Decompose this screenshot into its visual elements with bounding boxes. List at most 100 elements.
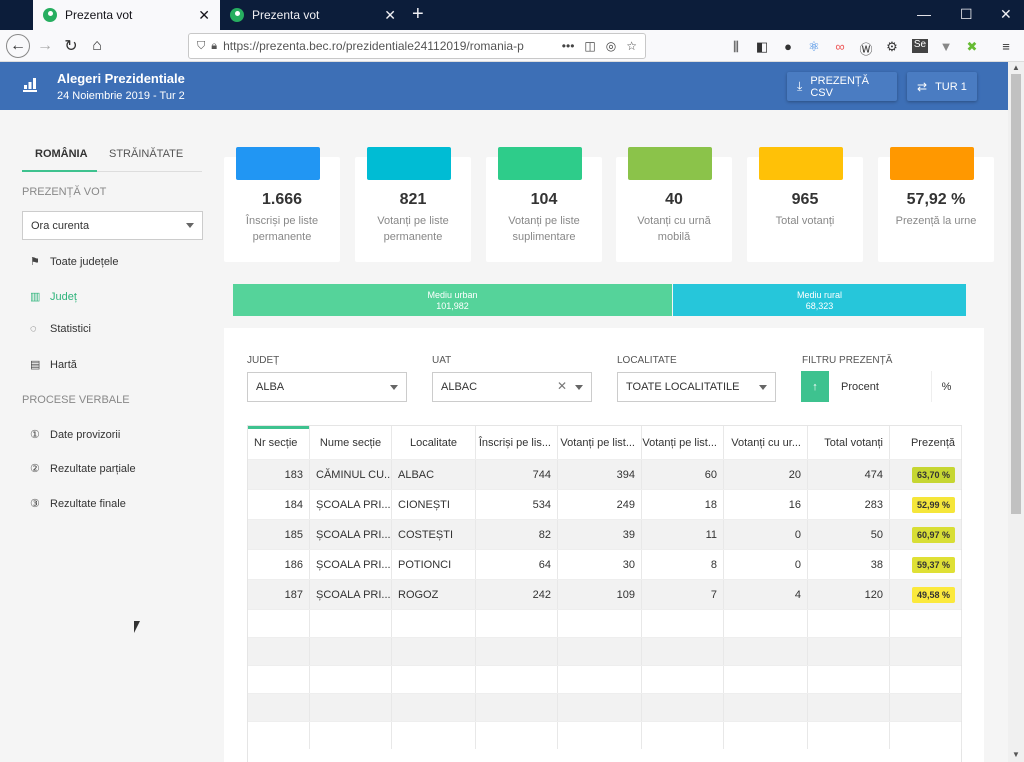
maximize-button[interactable]: ☐	[960, 6, 973, 22]
browser-tab-inactive[interactable]: Prezenta vot ✕	[220, 0, 406, 30]
cell-inscrisi: 64	[476, 550, 558, 579]
menu-icon[interactable]: ≡	[1002, 39, 1010, 54]
cell-nume: ȘCOALA PRI...	[310, 490, 392, 519]
empty-cell	[808, 694, 890, 721]
sidebar-item-toate-judetele[interactable]: ⚑ Toate județele	[30, 255, 119, 269]
url-bar[interactable]: ⛉ 🔒︎ https://prezenta.bec.ro/prezidentia…	[188, 33, 646, 59]
judet-select[interactable]: ALBA	[247, 372, 407, 402]
vue-devtools-icon[interactable]: ▼	[939, 39, 953, 54]
tab-romania[interactable]: ROMÂNIA	[35, 148, 88, 160]
procent-input[interactable]: Procent	[829, 371, 932, 402]
app-header: Alegeri Prezidentiale 24 Noiembrie 2019 …	[0, 62, 1008, 110]
reload-button[interactable]: ↻	[64, 38, 78, 55]
table-row[interactable]: 184 ȘCOALA PRI... CIONEȘTI 534 249 18 16 283 52,…	[248, 489, 962, 519]
empty-cell	[310, 638, 392, 665]
uat-select[interactable]: ALBAC ✕	[432, 372, 592, 402]
stat-label: Votanți pe liste suplimentare	[508, 215, 580, 243]
filtru-prezenta-label: FILTRU PREZENȚĂ	[802, 355, 893, 366]
download-icon: ⤓	[797, 79, 803, 93]
column-header[interactable]: Localitate	[392, 426, 476, 459]
arrow-up-icon: ↑	[812, 380, 818, 393]
home-button[interactable]: ⌂	[92, 37, 102, 54]
minimize-button[interactable]: —	[917, 6, 931, 22]
window-close-button[interactable]: ✕	[1000, 6, 1012, 22]
scroll-down-icon[interactable]: ▼	[1012, 750, 1020, 759]
column-header[interactable]: Votanți pe list...	[642, 426, 724, 459]
glasses-extension-icon[interactable]: ∞	[835, 39, 845, 54]
sidebar-item-rezultate-partiale[interactable]: ② Rezultate parțiale	[30, 462, 136, 476]
selenium-icon[interactable]: Se	[912, 39, 928, 53]
favicon-icon	[230, 8, 244, 22]
browser-nav-bar: ← → ↻ ⌂ ⛉ 🔒︎ https://prezenta.bec.ro/pre…	[0, 30, 1024, 62]
map-icon: ▤	[30, 359, 41, 371]
empty-cell	[476, 694, 558, 721]
react-devtools-icon[interactable]: ⚛	[808, 39, 820, 54]
cell-nume: ȘCOALA PRI...	[310, 520, 392, 549]
cell-nume: CĂMINUL CU...	[310, 460, 392, 489]
back-button[interactable]: ←	[6, 34, 30, 58]
empty-table-row	[248, 693, 962, 721]
column-header[interactable]: Nume secție	[310, 426, 392, 459]
sort-direction-button[interactable]: ↑	[801, 371, 829, 402]
prezenta-csv-button[interactable]: ⤓ PREZENȚĂ CSV	[787, 72, 897, 101]
sidebar-item-date-provizorii[interactable]: ① Date provizorii	[30, 428, 121, 442]
puzzle-extension-icon[interactable]: ✖	[966, 39, 978, 54]
pocket-icon[interactable]: ◫	[584, 39, 596, 53]
sidebar-icon[interactable]: ◧	[755, 39, 769, 54]
tab-close-icon[interactable]: ✕	[198, 6, 210, 23]
forward-button[interactable]: →	[37, 37, 53, 54]
wappalyzer-icon[interactable]: Ⓦ	[859, 42, 873, 57]
sidebar-item-judet[interactable]: ▥ Județ	[30, 290, 77, 304]
app-title: Alegeri Prezidentiale	[57, 71, 185, 86]
table-row[interactable]: 186 ȘCOALA PRI... POTIONCI 64 30 8 0 38 59,37 %	[248, 549, 962, 579]
mediu-rural-value: 68,323	[805, 301, 834, 311]
ora-select[interactable]: Ora curenta	[22, 211, 203, 240]
cell-total: 50	[808, 520, 890, 549]
scroll-up-icon[interactable]: ▲	[1012, 63, 1020, 72]
sidebar-item-harta[interactable]: ▤ Hartă	[30, 358, 77, 372]
table-row[interactable]: 183 CĂMINUL CU... ALBAC 744 394 60 20 474 63,70 …	[248, 459, 962, 489]
tab-close-icon[interactable]: ✕	[384, 6, 396, 23]
column-header[interactable]: Votanți cu ur...	[724, 426, 808, 459]
app-subtitle: 24 Noiembrie 2019 - Tur 2	[57, 90, 185, 102]
cell-total: 283	[808, 490, 890, 519]
sidebar-item-label: Date provizorii	[50, 428, 121, 441]
chevron-down-icon	[186, 223, 194, 228]
stat-color-bar	[367, 147, 451, 180]
stat-value: 104	[530, 191, 558, 208]
mediu-urban-value: 101,982	[436, 301, 469, 311]
account-icon[interactable]: ●	[784, 39, 792, 54]
table-row[interactable]: 185 ȘCOALA PRI... COSTEȘTI 82 39 11 0 50 60,97 %	[248, 519, 962, 549]
new-tab-button[interactable]: +	[412, 3, 424, 25]
browser-tab-active[interactable]: Prezenta vot ✕	[33, 0, 220, 30]
empty-cell	[808, 722, 890, 749]
empty-cell	[392, 610, 476, 637]
sidebar-item-statistici[interactable]: ◌ Statistici	[30, 323, 91, 335]
sidebar-item-rezultate-finale[interactable]: ③ Rezultate finale	[30, 497, 126, 511]
tab-strainatate[interactable]: STRĂINĂTATE	[109, 148, 184, 160]
empty-cell	[248, 638, 310, 665]
prezenta-badge: 59,37 %	[911, 556, 955, 573]
column-header[interactable]: Nr secție	[248, 426, 310, 459]
localitate-filter-label: LOCALITATE	[617, 355, 677, 366]
url-text[interactable]: https://prezenta.bec.ro/prezidentiale241…	[223, 39, 524, 53]
page-scrollbar[interactable]: ▲ ▼	[1008, 62, 1024, 762]
prezenta-cell: 60,97 %	[890, 520, 962, 549]
gear-extension-icon[interactable]: ⚙	[886, 39, 898, 54]
column-header[interactable]: Înscriși pe lis...	[476, 426, 558, 459]
column-header[interactable]: Votanți pe list...	[558, 426, 642, 459]
stat-card: 40 Votanți cu urnă mobilă	[616, 147, 732, 262]
lock-icon[interactable]: 🔒︎	[211, 39, 218, 52]
column-header[interactable]: Total votanți	[808, 426, 890, 459]
scrollbar-thumb[interactable]	[1011, 74, 1021, 514]
extension-icon[interactable]: ◎	[605, 39, 617, 53]
page-actions-icon[interactable]: •••	[561, 39, 575, 53]
localitate-select[interactable]: TOATE LOCALITATILE	[617, 372, 776, 402]
bookmark-star-icon[interactable]: ☆	[626, 39, 637, 53]
shield-icon[interactable]: ⛉	[197, 39, 206, 52]
clear-icon[interactable]: ✕	[556, 379, 567, 393]
column-header[interactable]: Prezență	[890, 426, 962, 459]
table-row[interactable]: 187 ȘCOALA PRI... ROGOZ 242 109 7 4 120 49,58 %	[248, 579, 962, 609]
tur-button[interactable]: ⇄ TUR 1	[907, 72, 977, 101]
library-icon[interactable]: ⫼	[733, 39, 739, 54]
